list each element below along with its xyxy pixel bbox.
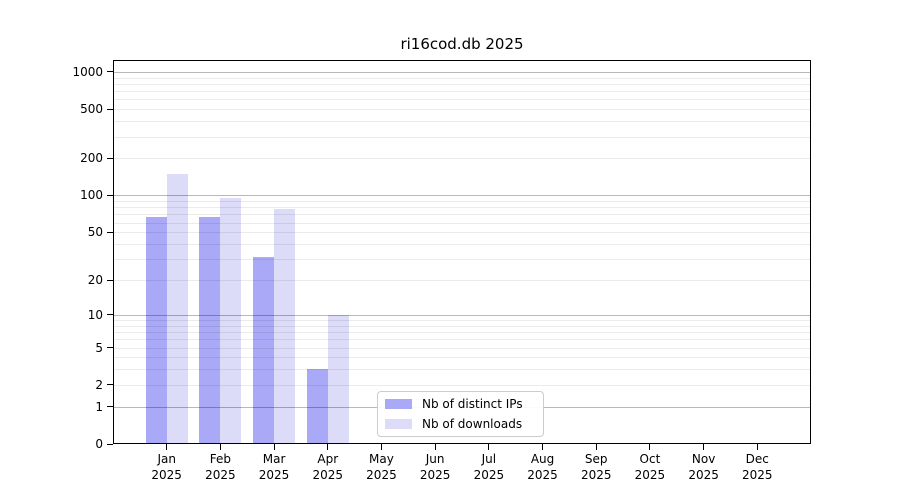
legend-swatch-downloads (385, 418, 412, 429)
gridline-minor (113, 158, 811, 160)
bar-distinct-ips-jan (145, 216, 167, 444)
x-tick-sep (595, 444, 597, 450)
y-tick-1000 (107, 71, 113, 73)
y-tick-label-20: 20 (87, 273, 103, 288)
bar-distinct-ips-feb (199, 216, 221, 444)
x-tick-label-jun: Jun 2025 (419, 452, 451, 482)
x-tick-apr (327, 444, 329, 450)
y-tick-500 (107, 108, 113, 110)
gridline-minor (113, 232, 811, 234)
legend-label-downloads: Nb of downloads (422, 416, 523, 431)
bar-downloads-mar (274, 209, 296, 444)
gridline-minor (113, 214, 811, 216)
gridline-minor (113, 207, 811, 209)
legend-item-downloads: Nb of downloads (385, 417, 543, 431)
bar-downloads-jan (166, 173, 188, 444)
x-tick-label-feb: Feb 2025 (205, 452, 236, 482)
gridline-minor (113, 244, 811, 245)
x-tick-oct (649, 444, 651, 450)
gridline-minor (113, 325, 811, 327)
x-tick-label-aug: Aug 2025 (527, 452, 558, 482)
y-tick-label-1: 1 (95, 399, 103, 414)
plot-area (113, 60, 811, 444)
y-tick-label-500: 500 (80, 102, 103, 117)
legend-item-distinct-ips: Nb of distinct IPs (385, 397, 543, 411)
x-tick-feb (219, 444, 221, 450)
y-tick-200 (107, 157, 113, 159)
y-tick-0 (107, 443, 113, 445)
x-tick-label-may: May 2025 (366, 452, 397, 482)
gridline-minor (113, 91, 811, 93)
y-tick-2 (107, 384, 113, 386)
x-tick-label-dec: Dec 2025 (742, 452, 773, 482)
y-tick-1 (107, 406, 113, 408)
gridline-minor (113, 339, 811, 341)
gridline-minor (113, 201, 811, 203)
x-tick-aug (542, 444, 544, 450)
x-tick-nov (703, 444, 705, 450)
y-tick-label-2: 2 (95, 377, 103, 392)
gridline-minor (113, 259, 811, 261)
y-tick-20 (107, 279, 113, 281)
x-tick-label-apr: Apr 2025 (312, 452, 344, 482)
y-tick-label-200: 200 (80, 151, 103, 166)
x-tick-label-sep: Sep 2025 (580, 452, 612, 482)
chart-title: ri16cod.db 2025 (400, 35, 524, 53)
x-tick-label-nov: Nov 2025 (688, 452, 719, 482)
gridline-major (113, 314, 811, 316)
gridline-minor (113, 347, 811, 349)
legend: Nb of distinct IPs Nb of downloads (377, 391, 544, 437)
bar-distinct-ips-apr (306, 369, 328, 444)
x-tick-dec (756, 444, 758, 450)
y-tick-label-50: 50 (87, 225, 103, 240)
gridline-minor (113, 332, 811, 334)
gridline-major (113, 195, 811, 197)
legend-label-distinct-ips: Nb of distinct IPs (422, 397, 523, 412)
gridline-minor (113, 222, 811, 224)
y-tick-label-0: 0 (95, 437, 103, 451)
gridline-minor (113, 109, 811, 111)
bar-distinct-ips-mar (253, 257, 275, 444)
bar-downloads-apr (327, 314, 349, 444)
x-tick-label-oct: Oct 2025 (634, 452, 666, 482)
bar-downloads-feb (220, 197, 242, 444)
gridline-minor (113, 99, 811, 101)
gridline-minor (113, 357, 811, 359)
gridline-minor (113, 320, 811, 321)
y-tick-10 (107, 314, 113, 316)
gridline-minor (113, 280, 811, 282)
y-tick-100 (107, 194, 113, 196)
x-tick-jan (166, 444, 168, 450)
gridline-minor (113, 369, 811, 371)
x-tick-jul (488, 444, 490, 450)
gridline-minor (113, 384, 811, 386)
y-tick-label-1000: 1000 (72, 64, 103, 79)
x-tick-jun (434, 444, 436, 450)
gridline-minor (113, 136, 811, 138)
x-tick-mar (273, 444, 275, 450)
x-tick-label-jul: Jul 2025 (473, 452, 505, 482)
legend-swatch-distinct-ips (385, 399, 412, 410)
y-tick-label-10: 10 (87, 307, 103, 322)
y-tick-label-5: 5 (95, 340, 103, 355)
y-tick-label-100: 100 (80, 188, 103, 203)
gridline-minor (113, 83, 811, 85)
gridline-major (113, 71, 811, 73)
x-tick-may (380, 444, 382, 450)
gridline-minor (113, 121, 811, 123)
gridline-minor (113, 77, 811, 79)
y-tick-5 (107, 347, 113, 348)
y-tick-50 (107, 231, 113, 233)
x-tick-label-mar: Mar 2025 (258, 452, 290, 482)
x-tick-label-jan: Jan 2025 (151, 452, 182, 482)
